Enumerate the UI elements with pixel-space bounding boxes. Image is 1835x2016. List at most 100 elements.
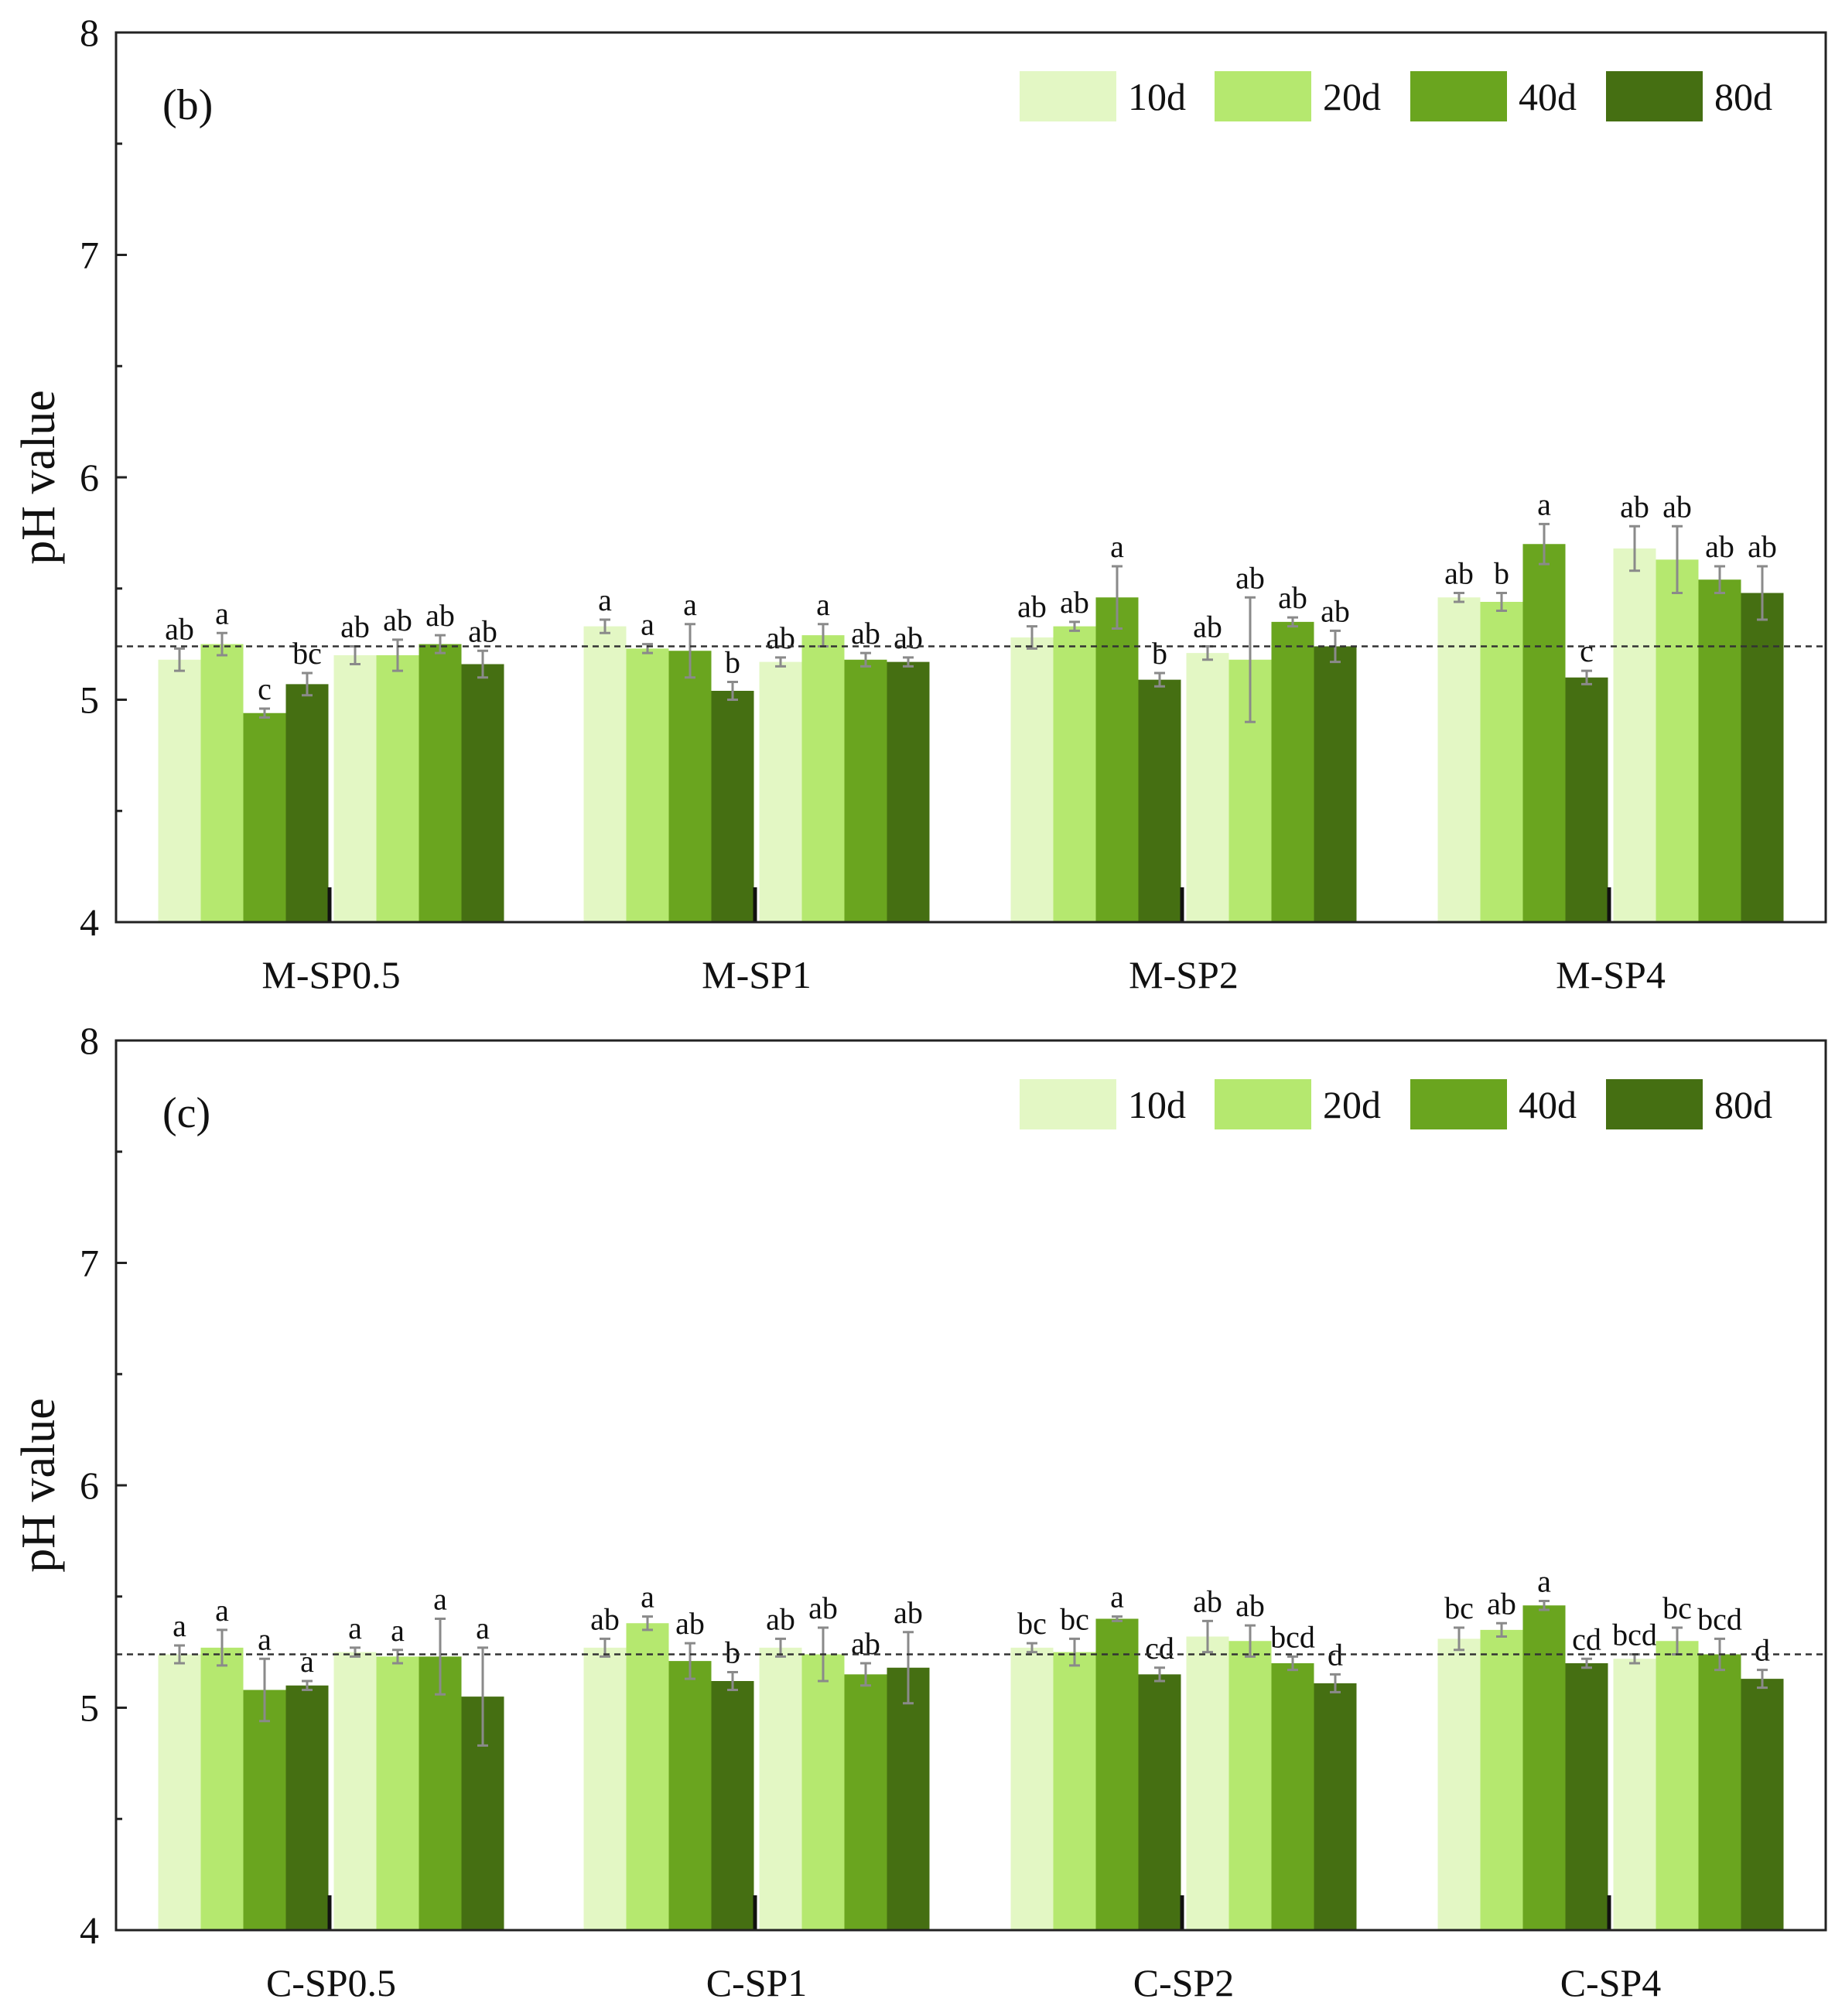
significance-letter: bc <box>1017 1606 1047 1641</box>
y-axis-title: pH value <box>12 390 65 565</box>
bar-40d <box>1095 597 1139 922</box>
bar-80d <box>461 664 504 922</box>
significance-letter: ab <box>1193 610 1222 644</box>
bar-80d <box>1314 646 1357 922</box>
panel-label: (c) <box>162 1089 210 1137</box>
bar-80d <box>1138 679 1181 922</box>
panel-label: (b) <box>162 81 213 129</box>
legend-swatch-20d <box>1215 1079 1311 1129</box>
significance-letter: a <box>173 1608 186 1643</box>
bar-10d <box>1613 548 1656 922</box>
significance-letter: b <box>725 645 740 680</box>
significance-letter: ab <box>1235 1588 1265 1623</box>
bar-40d <box>243 1690 286 1930</box>
significance-letter: ab <box>808 1591 838 1625</box>
y-tick-label: 8 <box>80 11 99 54</box>
y-tick-label: 7 <box>80 234 99 277</box>
bar-40d <box>1522 1605 1566 1930</box>
significance-letter: ab <box>590 1601 620 1636</box>
y-tick-label: 6 <box>80 1464 99 1507</box>
significance-letter: bcd <box>1697 1601 1742 1636</box>
bar-80d <box>711 691 754 922</box>
significance-letter: a <box>816 587 830 622</box>
bar-80d <box>285 1685 329 1930</box>
significance-letter: cd <box>1145 1631 1174 1666</box>
legend-label: 40d <box>1519 75 1577 118</box>
significance-letter: ab <box>851 1626 880 1661</box>
legend-label: 40d <box>1519 1083 1577 1126</box>
bar-40d <box>419 1656 462 1930</box>
significance-letter: ab <box>165 611 194 646</box>
significance-letter: a <box>300 1644 314 1679</box>
significance-letter: a <box>215 596 229 630</box>
legend-swatch-10d <box>1020 1079 1116 1129</box>
bar-20d <box>1053 1652 1096 1930</box>
bar-10d <box>1186 1636 1229 1930</box>
significance-letter: b <box>725 1635 740 1670</box>
significance-letter: bc <box>292 636 322 671</box>
legend-swatch-40d <box>1410 1079 1507 1129</box>
legend-label: 10d <box>1128 75 1186 118</box>
significance-letter: bc <box>1444 1591 1474 1625</box>
bar-20d <box>801 1654 845 1930</box>
bar-40d <box>844 659 887 922</box>
bar-40d <box>1522 544 1566 922</box>
bar-10d <box>1186 653 1229 922</box>
y-tick-label: 5 <box>80 1686 99 1730</box>
significance-letter: bc <box>1060 1601 1089 1636</box>
bar-40d <box>1271 1663 1314 1930</box>
significance-letter: ab <box>1705 529 1734 564</box>
significance-letter: a <box>1110 1580 1124 1615</box>
legend-label: 80d <box>1714 75 1772 118</box>
bar-40d <box>1271 621 1314 922</box>
bar-80d <box>887 661 930 922</box>
significance-letter: a <box>391 1613 405 1648</box>
significance-letter: ab <box>1321 593 1350 628</box>
significance-letter: ab <box>425 598 455 633</box>
bar-20d <box>1656 1641 1699 1930</box>
category-label: C-SP0.5 <box>266 1961 396 2004</box>
significance-letter: a <box>1110 529 1124 564</box>
category-label: M-SP1 <box>702 953 812 996</box>
y-tick-label: 8 <box>80 1019 99 1062</box>
bar-80d <box>1565 1663 1608 1930</box>
y-tick-label: 6 <box>80 456 99 499</box>
bar-20d <box>1480 1629 1523 1930</box>
bar-80d <box>285 684 329 922</box>
bar-10d <box>759 1647 802 1930</box>
significance-letter: c <box>1580 634 1594 668</box>
bar-40d <box>668 651 712 922</box>
significance-letter: a <box>215 1593 229 1628</box>
category-label: M-SP4 <box>1556 953 1666 996</box>
significance-letter: ab <box>1444 556 1474 591</box>
legend-swatch-80d <box>1606 71 1703 121</box>
significance-letter: ab <box>1662 489 1692 524</box>
bar-80d <box>1138 1674 1181 1930</box>
bar-10d <box>158 1654 201 1930</box>
bar-20d <box>200 644 244 922</box>
legend-swatch-10d <box>1020 71 1116 121</box>
significance-letter: cd <box>1572 1621 1601 1656</box>
significance-letter: ab <box>1017 589 1047 624</box>
significance-letter: a <box>1537 487 1551 521</box>
bar-40d <box>1698 579 1741 922</box>
bar-10d <box>1437 597 1481 922</box>
bar-20d <box>626 1623 669 1930</box>
significance-letter: b <box>1494 556 1509 591</box>
bar-80d <box>711 1681 754 1930</box>
bar-80d <box>1565 677 1608 922</box>
bar-40d <box>668 1661 712 1930</box>
bar-20d <box>801 635 845 922</box>
category-label: C-SP4 <box>1560 1961 1662 2004</box>
bar-40d <box>1698 1654 1741 1930</box>
bar-20d <box>376 1656 419 1930</box>
significance-letter: ab <box>894 620 923 655</box>
significance-letter: ab <box>1487 1586 1516 1621</box>
significance-letter: ab <box>766 620 795 655</box>
significance-letter: ab <box>1193 1584 1222 1618</box>
bar-10d <box>333 655 377 922</box>
